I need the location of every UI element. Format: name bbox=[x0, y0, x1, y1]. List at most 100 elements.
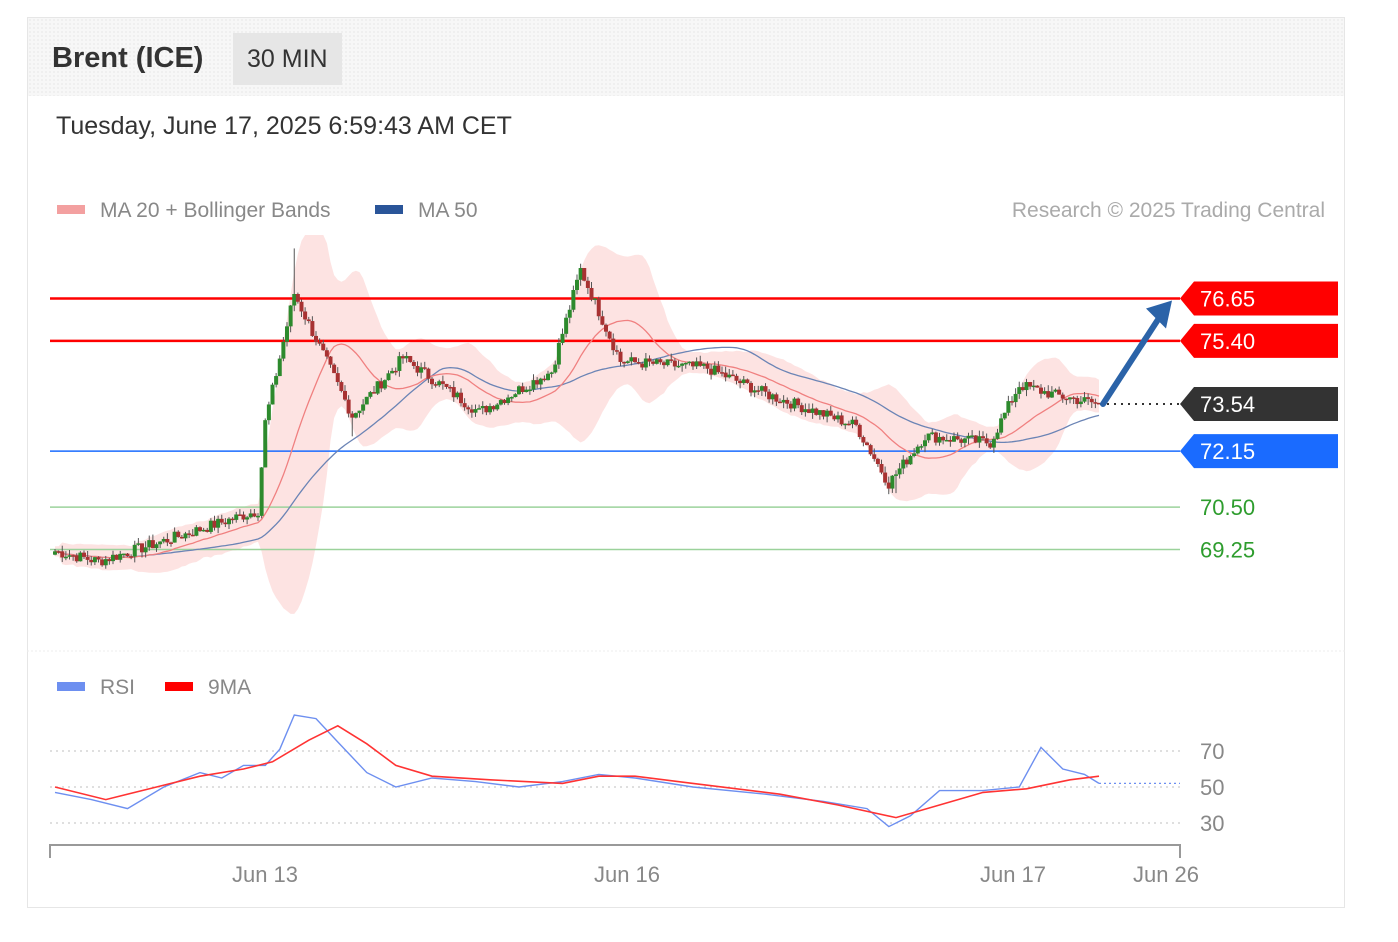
candle bbox=[973, 435, 978, 444]
candle bbox=[952, 432, 956, 442]
candle-body bbox=[977, 436, 982, 443]
candle bbox=[908, 454, 913, 465]
candle-body bbox=[60, 551, 65, 558]
candle bbox=[875, 457, 880, 467]
candle-body bbox=[256, 515, 260, 518]
candle bbox=[636, 358, 641, 365]
candle-body bbox=[509, 397, 514, 399]
forecast-arrow-shaft bbox=[1100, 313, 1163, 407]
candle-body bbox=[1017, 387, 1022, 394]
candle bbox=[96, 556, 101, 563]
candle bbox=[422, 361, 427, 371]
candle bbox=[230, 517, 235, 524]
candle bbox=[368, 390, 373, 399]
candle-body bbox=[1064, 398, 1069, 401]
candle bbox=[836, 411, 840, 423]
candle bbox=[82, 550, 86, 560]
candle bbox=[792, 397, 797, 412]
candle-body bbox=[517, 386, 521, 395]
candle bbox=[404, 351, 409, 363]
candle bbox=[796, 397, 801, 409]
candle bbox=[437, 379, 442, 388]
candle-body bbox=[419, 367, 424, 373]
candle bbox=[194, 525, 199, 537]
candle bbox=[114, 554, 119, 560]
candle bbox=[582, 267, 587, 282]
candle bbox=[618, 348, 623, 367]
candle-body bbox=[277, 358, 282, 377]
candle bbox=[643, 352, 648, 371]
candle bbox=[1060, 392, 1065, 403]
candle-body bbox=[1031, 385, 1036, 388]
candle-body bbox=[332, 364, 337, 374]
candle-body bbox=[237, 514, 242, 516]
timeframe-badge[interactable]: 30 MIN bbox=[233, 33, 342, 85]
candle bbox=[1082, 392, 1087, 404]
candle bbox=[1075, 395, 1080, 409]
candle-body bbox=[63, 556, 68, 559]
candle-body bbox=[430, 378, 434, 385]
candle-body bbox=[658, 359, 663, 363]
candle bbox=[676, 360, 681, 368]
candle bbox=[165, 533, 170, 547]
candle-body bbox=[756, 390, 761, 392]
candle bbox=[223, 518, 228, 528]
candle bbox=[480, 401, 485, 415]
candle-body bbox=[625, 361, 630, 363]
candle-body bbox=[778, 401, 782, 404]
current-level-tag-2 bbox=[1180, 386, 1338, 421]
candle bbox=[183, 531, 188, 542]
candle-body bbox=[966, 435, 971, 439]
candle-body bbox=[741, 379, 746, 384]
candle-body bbox=[114, 554, 119, 560]
bollinger-band-area bbox=[55, 235, 1099, 614]
candle bbox=[459, 388, 463, 407]
candle-body bbox=[749, 382, 753, 393]
candle-body bbox=[379, 381, 384, 389]
candle bbox=[665, 359, 670, 367]
candle bbox=[125, 553, 130, 557]
candle bbox=[578, 263, 583, 286]
candle bbox=[56, 550, 61, 554]
candle bbox=[683, 362, 688, 369]
candle-body bbox=[897, 468, 902, 475]
rsi-tick-50: 50 bbox=[1200, 775, 1224, 800]
candle-body bbox=[187, 533, 192, 535]
candle bbox=[161, 536, 166, 544]
candle bbox=[259, 467, 264, 519]
candle bbox=[132, 540, 137, 563]
candle-body bbox=[999, 418, 1004, 433]
candle bbox=[1086, 393, 1091, 405]
candle-body bbox=[100, 559, 105, 566]
rsi-ma-legend-label: 9MA bbox=[208, 676, 251, 699]
candle-body bbox=[183, 533, 188, 539]
candle-body bbox=[462, 403, 467, 408]
candle bbox=[1017, 381, 1022, 399]
candle bbox=[865, 441, 869, 446]
candle-body bbox=[846, 423, 851, 426]
candle-body bbox=[281, 341, 286, 359]
candle bbox=[629, 352, 634, 366]
candle-body bbox=[274, 376, 279, 385]
candle bbox=[111, 550, 115, 565]
candle bbox=[984, 433, 989, 447]
candle-body bbox=[1006, 401, 1011, 413]
candle bbox=[553, 360, 558, 374]
candle-body bbox=[513, 394, 518, 398]
candle-body bbox=[1024, 382, 1029, 391]
candle-body bbox=[401, 356, 405, 359]
candle-body bbox=[683, 362, 688, 365]
candle bbox=[614, 345, 619, 355]
candle-body bbox=[872, 454, 877, 459]
candle-body bbox=[466, 407, 471, 410]
candle-body bbox=[959, 439, 964, 443]
ma50-line bbox=[55, 346, 1100, 559]
candle-body bbox=[263, 420, 268, 468]
candle-body bbox=[962, 438, 967, 443]
candle-body bbox=[531, 380, 536, 390]
candle-body bbox=[125, 553, 130, 557]
candle bbox=[596, 296, 601, 321]
candle bbox=[988, 441, 993, 449]
candle-body bbox=[375, 381, 380, 394]
candle-body bbox=[306, 319, 311, 322]
